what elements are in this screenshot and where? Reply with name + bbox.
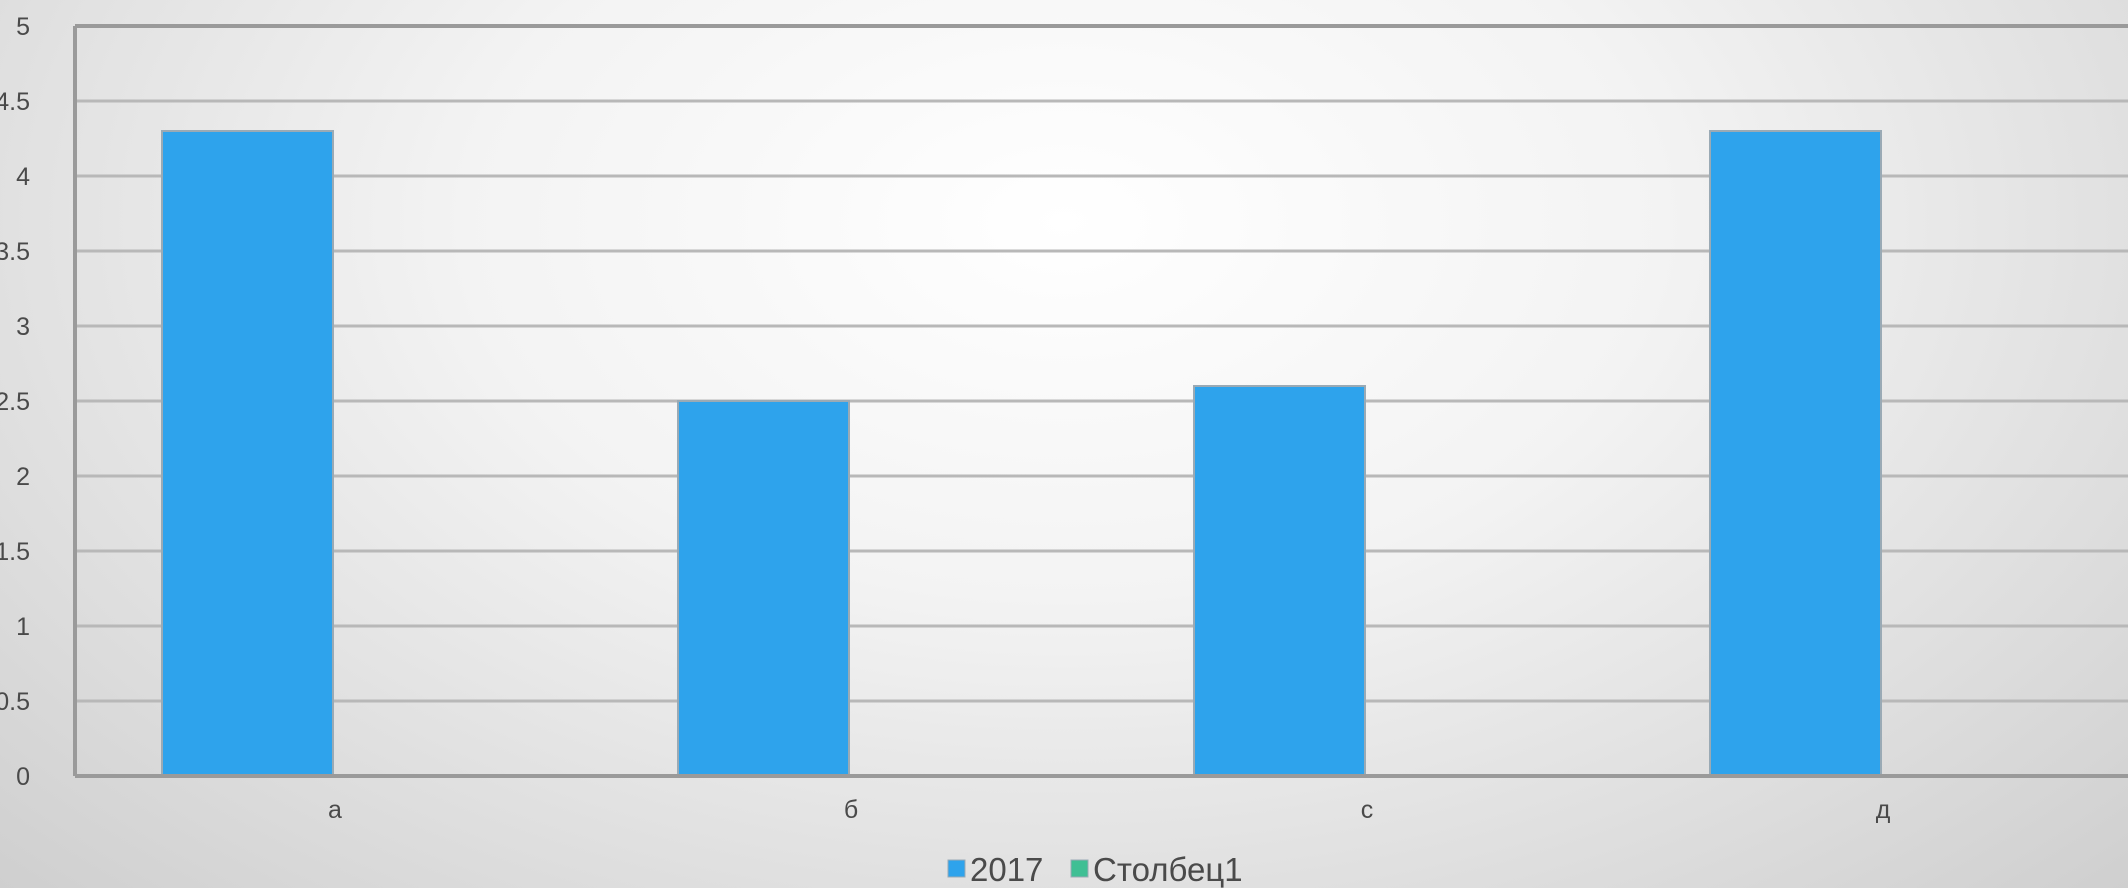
legend-swatch-2 — [1070, 859, 1089, 878]
y-tick-label: 0.5 — [0, 688, 30, 716]
bar-4 — [1709, 130, 1882, 777]
bar-2 — [677, 400, 850, 777]
y-tick-label: 1 — [16, 613, 30, 641]
legend-label-1: 2017 — [970, 851, 1043, 888]
bar-1 — [161, 130, 334, 777]
y-tick-label: 0 — [16, 763, 30, 791]
axes — [73, 24, 2128, 778]
bar-3 — [1193, 385, 1366, 777]
y-tick-label: 5 — [16, 13, 30, 41]
bars — [161, 130, 1882, 777]
y-axis-tick-labels: 0 0.5 1 1.5 2 2.5 3 3.5 4 4.5 5 — [0, 13, 30, 791]
y-tick-label: 3 — [16, 313, 30, 341]
y-tick-label: 4 — [16, 163, 30, 191]
x-tick-label: с — [1361, 796, 1374, 824]
legend-swatch-1 — [947, 859, 966, 878]
y-tick-label: 3.5 — [0, 238, 30, 266]
y-tick-label: 1.5 — [0, 538, 30, 566]
legend-label-2: Столбец1 — [1093, 851, 1243, 888]
legend: 2017 Столбец1 — [947, 851, 1243, 888]
y-tick-label: 2.5 — [0, 388, 30, 416]
y-tick-label: 2 — [16, 463, 30, 491]
x-tick-label: б — [844, 796, 858, 824]
x-tick-label: а — [328, 796, 342, 824]
x-tick-label: д — [1876, 796, 1891, 824]
y-tick-label: 4.5 — [0, 88, 30, 116]
